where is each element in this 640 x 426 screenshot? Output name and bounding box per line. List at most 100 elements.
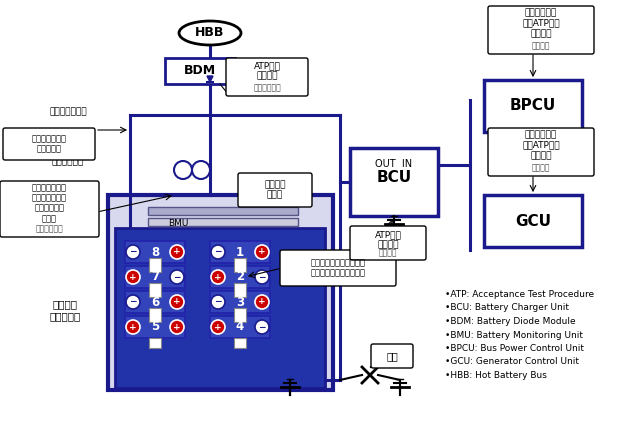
Text: •GCU: Generator Control Unit: •GCU: Generator Control Unit <box>445 357 579 366</box>
Text: メイン・
バッテリー: メイン・ バッテリー <box>49 299 81 321</box>
FancyBboxPatch shape <box>238 173 312 207</box>
Text: −: − <box>173 273 180 282</box>
Text: −: − <box>259 273 266 282</box>
Text: −: − <box>214 248 221 256</box>
Circle shape <box>211 245 225 259</box>
Bar <box>234 338 246 348</box>
Bar <box>125 316 185 338</box>
Text: −: − <box>259 322 266 331</box>
FancyBboxPatch shape <box>3 128 95 160</box>
Text: （米国）: （米国） <box>532 164 550 173</box>
Text: •BCU: Battery Charger Unit: •BCU: Battery Charger Unit <box>445 303 569 313</box>
Text: メモリダンプ
及びATP実施
異常なし: メモリダンプ 及びATP実施 異常なし <box>522 8 560 38</box>
Bar <box>125 241 185 263</box>
FancyBboxPatch shape <box>350 226 426 260</box>
Text: +: + <box>129 322 137 331</box>
Bar <box>108 195 333 390</box>
Circle shape <box>255 245 269 259</box>
Text: （フランス）: （フランス） <box>253 83 281 92</box>
Text: 1: 1 <box>236 245 244 259</box>
Text: 熱による
損傷大: 熱による 損傷大 <box>264 180 285 200</box>
Circle shape <box>170 295 184 309</box>
Bar <box>149 283 161 297</box>
Circle shape <box>211 320 225 334</box>
Ellipse shape <box>179 21 241 45</box>
Text: HBB: HBB <box>195 26 225 40</box>
Bar <box>149 308 161 322</box>
Text: （米国）: （米国） <box>532 41 550 51</box>
Circle shape <box>126 320 140 334</box>
FancyBboxPatch shape <box>0 181 99 237</box>
Circle shape <box>174 161 192 179</box>
Text: （米国）: （米国） <box>379 248 397 257</box>
Text: ATP実施
異常なし: ATP実施 異常なし <box>374 230 401 250</box>
FancyBboxPatch shape <box>488 6 594 54</box>
Text: +: + <box>258 248 266 256</box>
Text: +: + <box>214 322 222 331</box>
Circle shape <box>126 270 140 284</box>
Circle shape <box>126 245 140 259</box>
Text: パワーケーブル: パワーケーブル <box>49 107 87 116</box>
Text: −: − <box>129 297 137 306</box>
Circle shape <box>211 295 225 309</box>
Text: •HBB: Hot Battery Bus: •HBB: Hot Battery Bus <box>445 371 547 380</box>
Bar <box>125 291 185 313</box>
Bar <box>210 241 270 263</box>
Text: 2: 2 <box>236 271 244 283</box>
Text: BDM: BDM <box>184 64 216 78</box>
Bar <box>148 218 298 226</box>
Text: BCU: BCU <box>376 170 412 184</box>
Text: 4: 4 <box>236 320 244 334</box>
Text: −: − <box>214 297 221 306</box>
Bar <box>234 283 246 297</box>
Circle shape <box>170 245 184 259</box>
Text: メモリダンプ
及びATP実施
異常なし: メモリダンプ 及びATP実施 異常なし <box>522 130 560 160</box>
Circle shape <box>170 320 184 334</box>
Bar <box>149 258 161 272</box>
Text: 3: 3 <box>236 296 244 308</box>
FancyBboxPatch shape <box>226 58 308 96</box>
FancyBboxPatch shape <box>280 250 396 286</box>
Text: •BPCU: Bus Power Control Unit: •BPCU: Bus Power Control Unit <box>445 344 584 353</box>
Text: OUT  IN: OUT IN <box>376 159 413 169</box>
Text: +: + <box>173 297 181 306</box>
Text: GCU: GCU <box>515 213 551 228</box>
Circle shape <box>211 270 225 284</box>
Text: BMU: BMU <box>168 219 188 227</box>
Bar <box>210 291 270 313</box>
Bar <box>350 148 438 216</box>
Text: •ATP: Acceptance Test Procedure: •ATP: Acceptance Test Procedure <box>445 290 594 299</box>
Circle shape <box>192 161 210 179</box>
Circle shape <box>170 270 184 284</box>
Text: 大電流が流れた
形跡はなし: 大電流が流れた 形跡はなし <box>31 134 67 154</box>
Text: 7: 7 <box>151 271 159 283</box>
Text: 8: 8 <box>151 245 159 259</box>
Text: •BMU: Battery Monitoring Unit: •BMU: Battery Monitoring Unit <box>445 331 583 340</box>
Circle shape <box>126 295 140 309</box>
Bar <box>210 316 270 338</box>
Text: バッテリー内部が熱損傷
特にセル３、６の損傷大: バッテリー内部が熱損傷 特にセル３、６の損傷大 <box>310 258 365 278</box>
Bar <box>210 266 270 288</box>
Bar <box>234 308 246 322</box>
Text: +: + <box>129 273 137 282</box>
Text: 5: 5 <box>151 320 159 334</box>
Text: +: + <box>173 322 181 331</box>
Circle shape <box>255 270 269 284</box>
Text: 熱による損傷は
あるが、大電流
が流れた形跡
はなし: 熱による損傷は あるが、大電流 が流れた形跡 はなし <box>32 183 67 223</box>
Bar <box>484 195 582 247</box>
Text: BPCU: BPCU <box>510 98 556 113</box>
Text: +: + <box>258 297 266 306</box>
Text: コンタクター: コンタクター <box>52 158 84 167</box>
Bar <box>115 228 325 388</box>
Text: （フランス）: （フランス） <box>36 225 63 233</box>
Circle shape <box>255 320 269 334</box>
Text: •BDM: Battery Diode Module: •BDM: Battery Diode Module <box>445 317 575 326</box>
Text: −: − <box>129 248 137 256</box>
Circle shape <box>255 295 269 309</box>
Text: 断線: 断線 <box>386 351 398 361</box>
FancyBboxPatch shape <box>371 344 413 368</box>
Bar <box>125 266 185 288</box>
Bar <box>148 207 298 215</box>
FancyBboxPatch shape <box>488 128 594 176</box>
Text: +: + <box>173 248 181 256</box>
